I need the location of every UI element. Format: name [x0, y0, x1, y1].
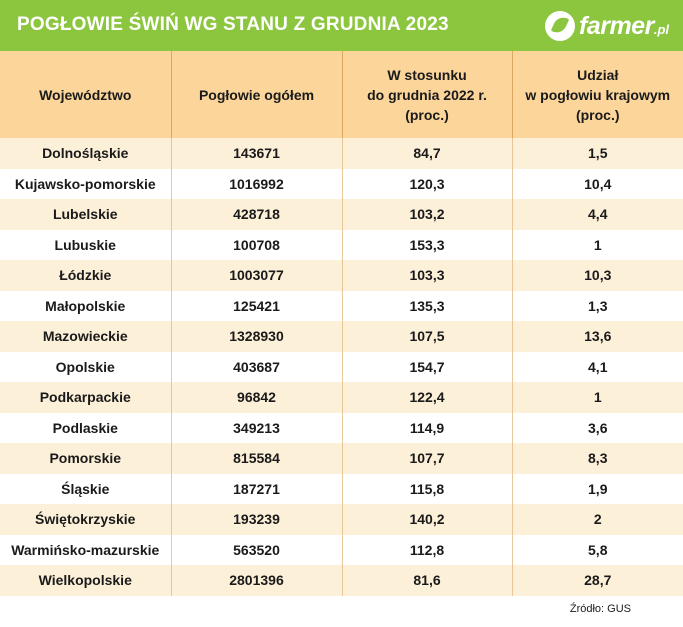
table-cell: 112,8 — [341, 534, 513, 565]
data-table: Województwo Pogłowie ogółem W stosunku do g… — [0, 51, 683, 596]
table-cell: 153,3 — [341, 229, 513, 260]
table-cell: 154,7 — [341, 351, 513, 382]
column-header-line: W stosunku — [387, 66, 467, 83]
table-row: Pomorskie 815584 107,7 8,3 — [0, 443, 683, 474]
table-cell: 84,7 — [341, 138, 513, 169]
table-cell: Opolskie — [0, 351, 172, 382]
table-row: Małopolskie 125421 135,3 1,3 — [0, 290, 683, 321]
table-cell: 107,7 — [341, 443, 513, 474]
table-cell: 96842 — [170, 382, 343, 413]
table-cell: 10,4 — [511, 168, 683, 199]
table-cell: 403687 — [170, 351, 343, 382]
table-cell: 125421 — [170, 290, 343, 321]
table-cell: Śląskie — [0, 473, 172, 504]
table-cell: 107,5 — [341, 321, 513, 352]
logo-text: farmer — [579, 11, 654, 40]
column-header-3: W stosunku do grudnia 2022 r. (proc.) — [341, 51, 513, 138]
table-row: Opolskie 403687 154,7 4,1 — [0, 351, 683, 382]
table-cell: Wielkopolskie — [0, 565, 172, 596]
header-bar: POGŁOWIE ŚWIŃ WG STANU Z GRUDNIA 2023 fa… — [0, 0, 683, 51]
table-cell: 114,9 — [341, 412, 513, 443]
table-cell: 1,5 — [511, 138, 683, 169]
table-row: Dolnośląskie 143671 84,7 1,5 — [0, 138, 683, 169]
table-cell: Łódzkie — [0, 260, 172, 291]
table-cell: 4,1 — [511, 351, 683, 382]
table-row: Mazowieckie 1328930 107,5 13,6 — [0, 321, 683, 352]
table-cell: 1328930 — [170, 321, 343, 352]
source-note: Źródło: GUS — [569, 603, 631, 615]
table-cell: 3,6 — [511, 412, 683, 443]
table-cell: 81,6 — [341, 565, 513, 596]
column-header-line: w pogłowiu krajowym — [525, 86, 671, 103]
table-row: Łódzkie 1003077 103,3 10,3 — [0, 260, 683, 291]
farmer-logo: farmer .pl — [545, 9, 669, 43]
table-cell: Mazowieckie — [0, 321, 172, 352]
table-cell: Dolnośląskie — [0, 138, 172, 169]
table-cell: 563520 — [170, 534, 343, 565]
table-cell: 115,8 — [341, 473, 513, 504]
table-cell: Warmińsko-mazurskie — [0, 534, 172, 565]
table-cell: 103,3 — [341, 260, 513, 291]
table-cell: Pomorskie — [0, 443, 172, 474]
logo-suffix: .pl — [653, 22, 669, 37]
table-row: Kujawsko-pomorskie 1016992 120,3 10,4 — [0, 168, 683, 199]
column-header-line: (proc.) — [575, 106, 620, 123]
table-cell: 1 — [511, 229, 683, 260]
table-cell: 143671 — [170, 138, 343, 169]
column-header-line: Pogłowie ogółem — [198, 86, 315, 103]
table-cell: 140,2 — [341, 504, 513, 535]
table-cell: 28,7 — [511, 565, 683, 596]
table-cell: Podkarpackie — [0, 382, 172, 413]
table-cell: 122,4 — [341, 382, 513, 413]
table-row: Wielkopolskie 2801396 81,6 28,7 — [0, 565, 683, 596]
table-cell: 1 — [511, 382, 683, 413]
table-cell: Lubuskie — [0, 229, 172, 260]
table-cell: 13,6 — [511, 321, 683, 352]
table-row: Warmińsko-mazurskie 563520 112,8 5,8 — [0, 534, 683, 565]
table-cell: 193239 — [170, 504, 343, 535]
table-cell: 428718 — [170, 199, 343, 230]
table-cell: 2 — [511, 504, 683, 535]
page-title: POGŁOWIE ŚWIŃ WG STANU Z GRUDNIA 2023 — [17, 14, 449, 35]
table-cell: 120,3 — [341, 168, 513, 199]
table-cell: 4,4 — [511, 199, 683, 230]
table-cell: 1016992 — [170, 168, 343, 199]
column-header-2: Pogłowie ogółem — [170, 51, 343, 138]
table-cell: 103,2 — [341, 199, 513, 230]
column-header-1: Województwo — [0, 51, 172, 138]
leaf-icon — [545, 11, 575, 41]
table-cell: 135,3 — [341, 290, 513, 321]
table-cell: 100708 — [170, 229, 343, 260]
table-cell: 2801396 — [170, 565, 343, 596]
table-header-row: Województwo Pogłowie ogółem W stosunku do g… — [0, 51, 683, 138]
table-cell: 815584 — [170, 443, 343, 474]
table-cell: 10,3 — [511, 260, 683, 291]
column-header-4: Udział w pogłowiu krajowym (proc.) — [511, 51, 683, 138]
column-header-line: (proc.) — [405, 106, 449, 123]
table-cell: Podlaskie — [0, 412, 172, 443]
table-row: Lubuskie 100708 153,3 1 — [0, 229, 683, 260]
table-cell: 5,8 — [511, 534, 683, 565]
table-cell: Małopolskie — [0, 290, 172, 321]
table-row: Śląskie 187271 115,8 1,9 — [0, 473, 683, 504]
table-cell: Świętokrzyskie — [0, 504, 172, 535]
table-cell: Lubelskie — [0, 199, 172, 230]
table-cell: 8,3 — [511, 443, 683, 474]
table-cell: 1003077 — [170, 260, 343, 291]
table-body: Dolnośląskie 143671 84,7 1,5 Kujawsko-pomors… — [0, 138, 683, 596]
table-row: Świętokrzyskie 193239 140,2 2 — [0, 504, 683, 535]
table-cell: 187271 — [170, 473, 343, 504]
table-row: Lubelskie 428718 103,2 4,4 — [0, 199, 683, 230]
table-row: Podlaskie 349213 114,9 3,6 — [0, 412, 683, 443]
table-cell: 1,3 — [511, 290, 683, 321]
column-header-line: Województwo — [39, 86, 132, 103]
table-cell: 349213 — [170, 412, 343, 443]
column-header-line: do grudnia 2022 r. — [367, 86, 487, 103]
table-row: Podkarpackie 96842 122,4 1 — [0, 382, 683, 413]
table-cell: 1,9 — [511, 473, 683, 504]
table-cell: Kujawsko-pomorskie — [0, 168, 172, 199]
column-header-line: Udział — [577, 66, 619, 83]
